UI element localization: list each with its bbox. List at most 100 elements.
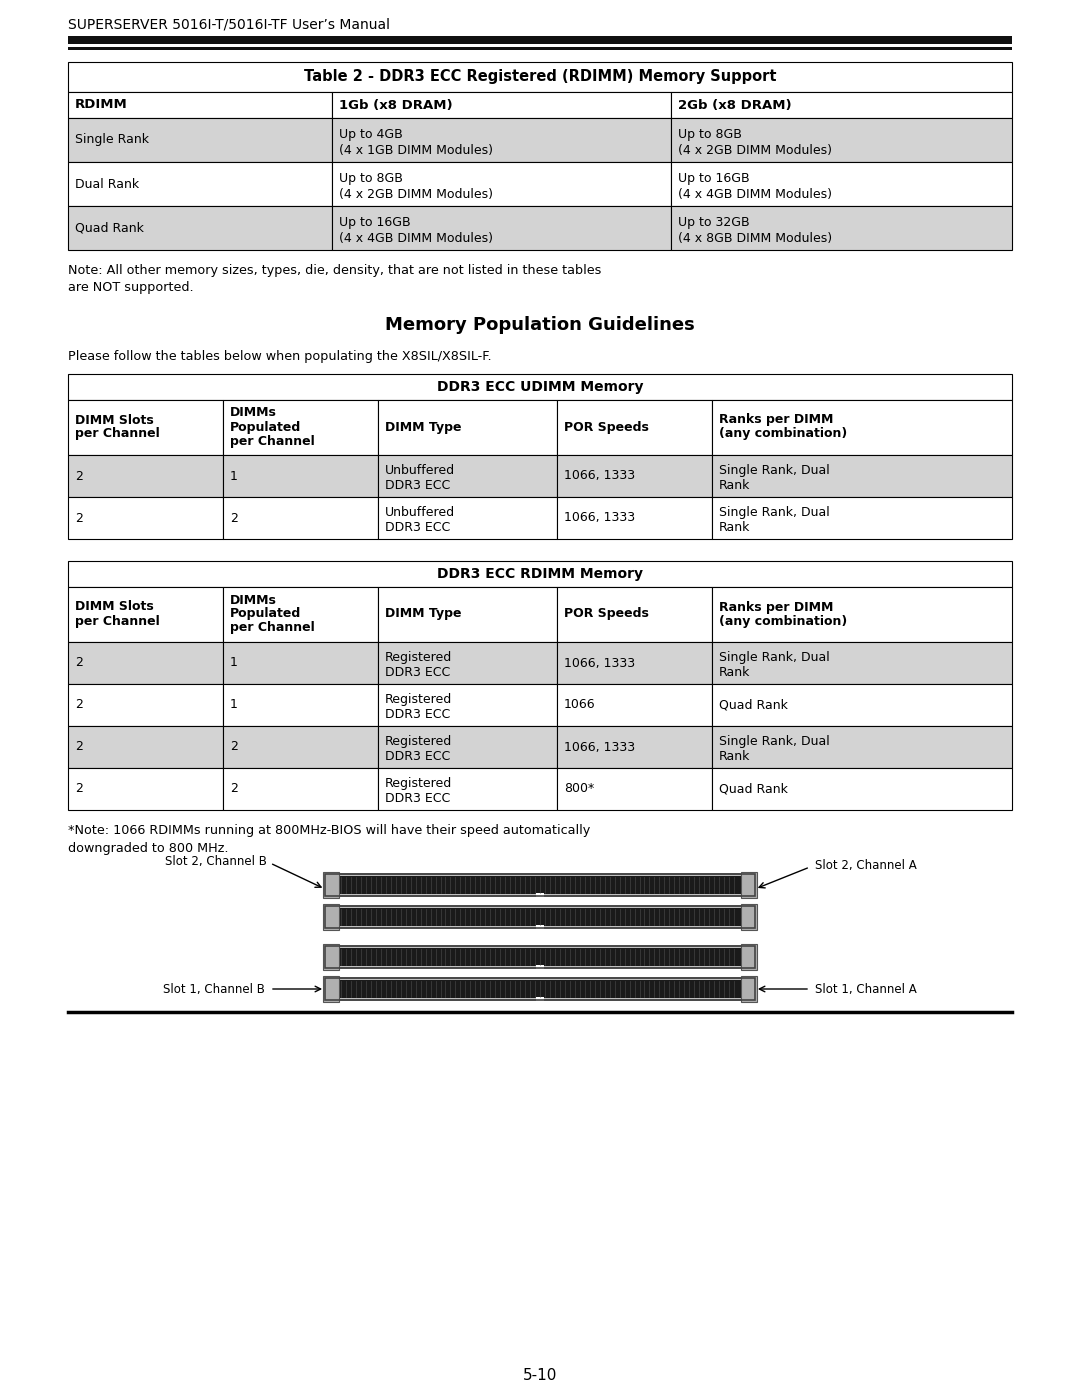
Text: Single Rank, Dual: Single Rank, Dual bbox=[719, 464, 829, 476]
Bar bbox=[68, 374, 1012, 400]
Text: 2: 2 bbox=[75, 782, 83, 795]
Text: Registered: Registered bbox=[384, 735, 453, 747]
Text: Table 2 - DDR3 ECC Registered (RDIMM) Memory Support: Table 2 - DDR3 ECC Registered (RDIMM) Me… bbox=[303, 70, 777, 84]
Text: Note: All other memory sizes, types, die, density, that are not listed in these : Note: All other memory sizes, types, die… bbox=[68, 264, 602, 277]
Text: (4 x 2GB DIMM Modules): (4 x 2GB DIMM Modules) bbox=[678, 144, 832, 156]
Bar bbox=[712, 643, 1012, 685]
Text: 1066, 1333: 1066, 1333 bbox=[564, 740, 635, 753]
Text: Up to 8GB: Up to 8GB bbox=[339, 172, 403, 184]
Bar bbox=[741, 944, 757, 970]
Text: 1066, 1333: 1066, 1333 bbox=[564, 657, 635, 669]
Text: DIMM Slots: DIMM Slots bbox=[75, 414, 153, 426]
Bar bbox=[68, 587, 222, 643]
Bar bbox=[323, 977, 339, 1002]
Text: 1: 1 bbox=[230, 469, 238, 482]
Text: Rank: Rank bbox=[719, 750, 751, 763]
Bar bbox=[332, 92, 671, 117]
Text: DDR3 ECC: DDR3 ECC bbox=[384, 521, 450, 534]
Text: Unbuffered: Unbuffered bbox=[384, 506, 455, 520]
Text: 2: 2 bbox=[230, 511, 238, 524]
Text: RDIMM: RDIMM bbox=[75, 99, 127, 112]
Text: 1066, 1333: 1066, 1333 bbox=[564, 511, 635, 524]
Text: per Channel: per Channel bbox=[75, 615, 160, 627]
Bar bbox=[712, 685, 1012, 726]
Text: Memory Population Guidelines: Memory Population Guidelines bbox=[386, 316, 694, 334]
Text: DIMM Type: DIMM Type bbox=[384, 420, 461, 433]
Bar bbox=[557, 587, 712, 643]
Bar bbox=[325, 978, 755, 1000]
Text: Unbuffered: Unbuffered bbox=[384, 464, 455, 476]
Text: Single Rank: Single Rank bbox=[75, 134, 149, 147]
Text: DDR3 ECC: DDR3 ECC bbox=[384, 479, 450, 492]
Text: DIMM Slots: DIMM Slots bbox=[75, 601, 153, 613]
Bar bbox=[68, 61, 1012, 92]
Text: Registered: Registered bbox=[384, 777, 453, 789]
Bar bbox=[557, 726, 712, 768]
Bar bbox=[741, 904, 757, 930]
Text: per Channel: per Channel bbox=[230, 622, 314, 634]
Bar bbox=[339, 981, 741, 997]
Text: per Channel: per Channel bbox=[230, 434, 314, 447]
Bar bbox=[536, 925, 544, 929]
Bar bbox=[68, 92, 332, 117]
Text: *Note: 1066 RDIMMs running at 800MHz-BIOS will have their speed automatically: *Note: 1066 RDIMMs running at 800MHz-BIO… bbox=[68, 824, 591, 837]
Text: 2: 2 bbox=[230, 782, 238, 795]
Bar bbox=[68, 562, 1012, 587]
Bar bbox=[712, 497, 1012, 539]
Text: Populated: Populated bbox=[230, 420, 301, 433]
Bar bbox=[68, 768, 222, 810]
Bar bbox=[712, 726, 1012, 768]
Text: SUPERSERVER 5016I-T/5016I-TF User’s Manual: SUPERSERVER 5016I-T/5016I-TF User’s Manu… bbox=[68, 18, 390, 32]
Text: (4 x 4GB DIMM Modules): (4 x 4GB DIMM Modules) bbox=[678, 189, 832, 201]
Bar bbox=[339, 949, 741, 965]
Text: 2: 2 bbox=[75, 469, 83, 482]
Text: Up to 4GB: Up to 4GB bbox=[339, 129, 403, 141]
Bar bbox=[68, 726, 222, 768]
Text: Registered: Registered bbox=[384, 651, 453, 664]
Bar bbox=[68, 400, 222, 455]
Text: Rank: Rank bbox=[719, 479, 751, 492]
Bar bbox=[68, 117, 332, 162]
Text: are NOT supported.: are NOT supported. bbox=[68, 281, 193, 293]
Text: (4 x 8GB DIMM Modules): (4 x 8GB DIMM Modules) bbox=[678, 232, 832, 244]
Text: Quad Rank: Quad Rank bbox=[719, 698, 788, 711]
Bar bbox=[378, 643, 557, 685]
Text: POR Speeds: POR Speeds bbox=[564, 420, 649, 433]
Bar bbox=[671, 117, 1012, 162]
Text: Quad Rank: Quad Rank bbox=[719, 782, 788, 795]
Text: DIMMs: DIMMs bbox=[230, 407, 276, 419]
Text: (4 x 4GB DIMM Modules): (4 x 4GB DIMM Modules) bbox=[339, 232, 492, 244]
Bar bbox=[332, 205, 671, 250]
Bar bbox=[222, 768, 378, 810]
Bar bbox=[222, 726, 378, 768]
Text: 1: 1 bbox=[230, 698, 238, 711]
Text: (4 x 1GB DIMM Modules): (4 x 1GB DIMM Modules) bbox=[339, 144, 492, 156]
Text: Up to 16GB: Up to 16GB bbox=[678, 172, 750, 184]
Text: 2: 2 bbox=[75, 698, 83, 711]
Text: 2Gb (x8 DRAM): 2Gb (x8 DRAM) bbox=[678, 99, 792, 112]
Bar bbox=[557, 768, 712, 810]
Bar bbox=[557, 685, 712, 726]
Text: Up to 8GB: Up to 8GB bbox=[678, 129, 742, 141]
Bar bbox=[339, 908, 741, 926]
Bar bbox=[741, 977, 757, 1002]
Text: 1Gb (x8 DRAM): 1Gb (x8 DRAM) bbox=[339, 99, 453, 112]
Text: 2: 2 bbox=[75, 657, 83, 669]
Text: 5-10: 5-10 bbox=[523, 1368, 557, 1383]
Bar bbox=[68, 497, 222, 539]
Text: 2: 2 bbox=[230, 740, 238, 753]
Bar bbox=[325, 875, 755, 895]
Bar bbox=[536, 997, 544, 1002]
Text: Up to 32GB: Up to 32GB bbox=[678, 217, 750, 229]
Bar bbox=[68, 162, 332, 205]
Bar bbox=[325, 907, 755, 928]
Text: (any combination): (any combination) bbox=[719, 427, 847, 440]
Bar bbox=[323, 944, 339, 970]
Text: 1066: 1066 bbox=[564, 698, 596, 711]
Text: (any combination): (any combination) bbox=[719, 615, 847, 627]
Bar bbox=[68, 455, 222, 497]
Text: DDR3 ECC: DDR3 ECC bbox=[384, 708, 450, 721]
Bar bbox=[557, 497, 712, 539]
Text: Rank: Rank bbox=[719, 666, 751, 679]
Text: Quad Rank: Quad Rank bbox=[75, 222, 144, 235]
